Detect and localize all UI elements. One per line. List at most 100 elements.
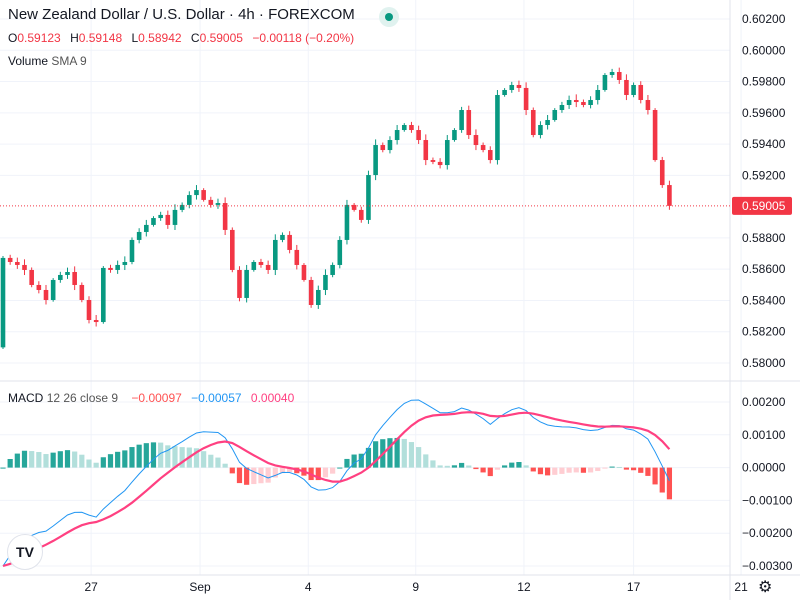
macd-histogram-bar <box>537 467 544 475</box>
candle-down <box>201 190 206 200</box>
candle-down <box>466 110 472 136</box>
macd-histogram-bar <box>57 451 63 468</box>
macd-line-value: −0.00057 <box>191 391 242 405</box>
macd-histogram-bar <box>401 438 407 468</box>
macd-histogram-bar <box>573 467 579 473</box>
macd-histogram-bar <box>459 462 465 468</box>
candle-down <box>287 234 292 250</box>
price-tick-label: 0.58200 <box>742 325 786 339</box>
macd-histogram-bar <box>373 441 379 468</box>
candle-down <box>15 261 20 265</box>
macd-histogram-bar <box>193 448 200 468</box>
macd-histogram-bar <box>530 467 536 472</box>
price-tick-label: 0.58800 <box>742 231 786 245</box>
macd-histogram-bar <box>165 445 171 468</box>
candle-up <box>0 257 6 348</box>
macd-histogram-bar <box>430 460 436 468</box>
candle-down <box>72 271 77 285</box>
candle-down <box>616 72 622 80</box>
candle-up <box>602 74 608 90</box>
candle-down <box>265 264 271 270</box>
close-value: 0.59005 <box>199 31 243 45</box>
candle-up <box>609 72 615 75</box>
candle-up <box>251 261 257 270</box>
macd-histogram-bar <box>179 447 185 468</box>
candle-up <box>394 130 400 141</box>
candle-up <box>244 269 249 298</box>
macd-histogram-bar <box>315 467 321 481</box>
candle-up <box>401 125 407 131</box>
candle-down <box>667 185 672 206</box>
candle-down <box>530 110 536 136</box>
macd-tick-label: 0.00200 <box>742 395 786 409</box>
macd-histogram-bar <box>587 467 594 473</box>
macd-histogram-bar <box>630 467 637 471</box>
macd-histogram-bar <box>358 453 364 468</box>
macd-histogram-bar <box>645 467 651 476</box>
candle-up <box>272 239 278 270</box>
macd-histogram-bar <box>466 465 472 468</box>
candle-up <box>194 190 199 196</box>
time-tick-label: 21 <box>734 580 748 594</box>
price-tick-label: 0.59600 <box>742 106 786 120</box>
macd-tick-label: 0.00000 <box>742 461 786 475</box>
candle-down <box>29 269 34 285</box>
macd-histogram-bar <box>516 462 522 468</box>
candle-down <box>430 160 436 162</box>
macd-histogram-bar <box>43 454 49 468</box>
macd-histogram-bar <box>502 465 508 468</box>
macd-histogram-bar <box>236 467 243 484</box>
current-price-badge <box>732 196 792 215</box>
tradingview-logo-icon[interactable]: TV <box>7 534 43 570</box>
macd-histogram-bar <box>72 451 78 468</box>
macd-histogram-bar <box>580 467 587 473</box>
macd-histogram-bar <box>330 467 336 474</box>
macd-histogram-bar <box>351 454 357 468</box>
macd-histogram-bar <box>265 467 271 483</box>
candle-down <box>301 264 307 280</box>
macd-histogram-bar <box>337 467 343 469</box>
low-label: L <box>131 31 139 45</box>
macd-histogram-bar <box>222 463 228 468</box>
macd-histogram-bar <box>272 467 278 478</box>
price-tick-label: 0.58400 <box>742 293 786 307</box>
macd-histogram-bar <box>666 467 673 500</box>
price-tick-label: 0.58600 <box>742 262 786 276</box>
candle-up <box>552 110 558 121</box>
candle-up <box>631 84 636 95</box>
candle-up <box>595 89 601 100</box>
macd-histogram-bar <box>387 438 393 468</box>
candle-down <box>380 145 386 151</box>
price-tick-label: 0.60000 <box>742 43 786 57</box>
candle-up <box>509 84 515 90</box>
candle-down <box>79 284 85 300</box>
candle-up <box>373 145 378 176</box>
macd-histogram-bar <box>244 467 250 485</box>
candle-up <box>172 209 178 225</box>
macd-tick-label: −0.00200 <box>742 526 793 540</box>
macd-legend[interactable]: MACD 12 26 close 9 −0.00097 −0.00057 0.0… <box>8 391 294 405</box>
candle-down <box>416 130 421 141</box>
time-tick-label: 12 <box>517 580 531 594</box>
candle-down <box>480 145 486 151</box>
volume-legend[interactable]: Volume SMA 9 <box>8 54 87 68</box>
candle-down <box>652 110 658 161</box>
candle-up <box>151 218 156 225</box>
candle-up <box>179 204 185 210</box>
macd-histogram-bar <box>652 467 658 485</box>
high-label: H <box>70 31 79 45</box>
macd-histogram-bar <box>552 467 558 475</box>
macd-hist-value: −0.00097 <box>131 391 182 405</box>
symbol-title[interactable]: New Zealand Dollar / U.S. Dollar · 4h · … <box>8 6 355 23</box>
candle-up <box>495 94 500 161</box>
ohlc-legend: O0.59123 H0.59148 L0.58942 C0.59005 −0.0… <box>8 31 360 45</box>
candle-up <box>50 279 56 300</box>
candle-up <box>538 125 543 136</box>
change-value: −0.00118 (−0.20%) <box>252 31 355 45</box>
candle-up <box>65 271 70 275</box>
macd-histogram-bar <box>14 453 20 468</box>
gear-icon[interactable]: ⚙ <box>758 579 773 596</box>
candle-down <box>573 99 579 103</box>
macd-histogram-bar <box>36 452 42 468</box>
